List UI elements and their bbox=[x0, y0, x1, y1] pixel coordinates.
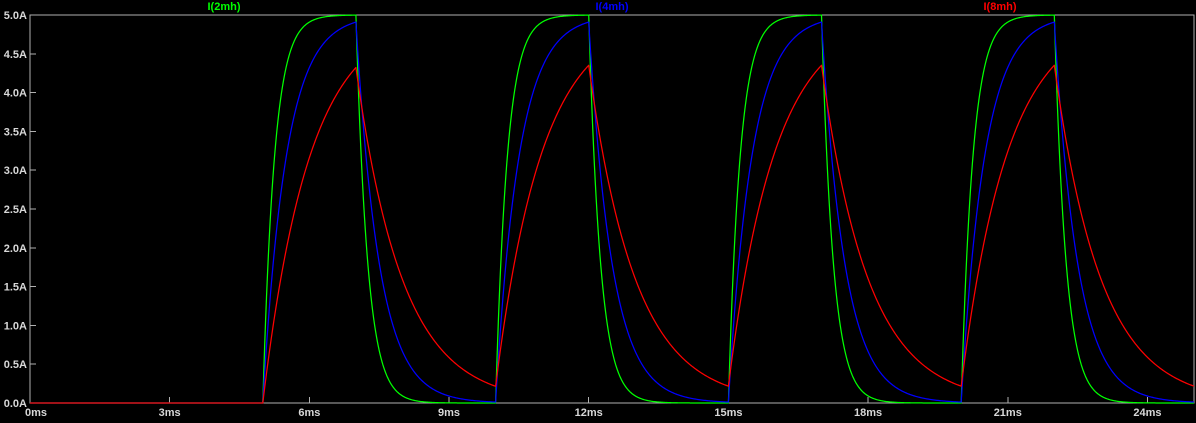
y-tick-label: 3.0A bbox=[4, 165, 27, 177]
x-tick-label: 21ms bbox=[994, 407, 1022, 419]
trace-label-i2mh[interactable]: I(2mh) bbox=[207, 1, 241, 13]
trace-i8mh[interactable] bbox=[30, 64, 1195, 404]
x-tick-label: 0ms bbox=[25, 407, 47, 419]
x-tick-label: 18ms bbox=[854, 407, 882, 419]
y-tick-label: 3.5A bbox=[4, 126, 27, 138]
y-tick-label: 4.0A bbox=[4, 88, 27, 100]
y-tick-label: 5.0A bbox=[4, 10, 27, 22]
y-tick-label: 2.0A bbox=[4, 243, 27, 255]
y-tick-label: 0.5A bbox=[4, 359, 27, 371]
y-tick-label: 4.5A bbox=[4, 49, 27, 61]
x-tick-label: 3ms bbox=[159, 407, 181, 419]
x-tick-label: 15ms bbox=[714, 407, 742, 419]
x-tick-label: 24ms bbox=[1133, 407, 1161, 419]
trace-i2mh[interactable] bbox=[30, 14, 1194, 404]
x-tick-label: 12ms bbox=[575, 407, 603, 419]
trace-label-i4mh[interactable]: I(4mh) bbox=[595, 1, 629, 13]
y-tick-label: 1.5A bbox=[4, 282, 27, 294]
plot-border bbox=[29, 14, 1195, 404]
y-tick-label: 1.0A bbox=[4, 320, 27, 332]
x-tick-label: 9ms bbox=[438, 407, 460, 419]
x-tick-label: 6ms bbox=[298, 407, 320, 419]
trace-label-i8mh[interactable]: I(8mh) bbox=[983, 1, 1017, 13]
y-tick-label: 0.0A bbox=[4, 398, 27, 410]
y-tick-label: 2.5A bbox=[4, 204, 27, 216]
trace-i4mh[interactable] bbox=[30, 21, 1195, 404]
